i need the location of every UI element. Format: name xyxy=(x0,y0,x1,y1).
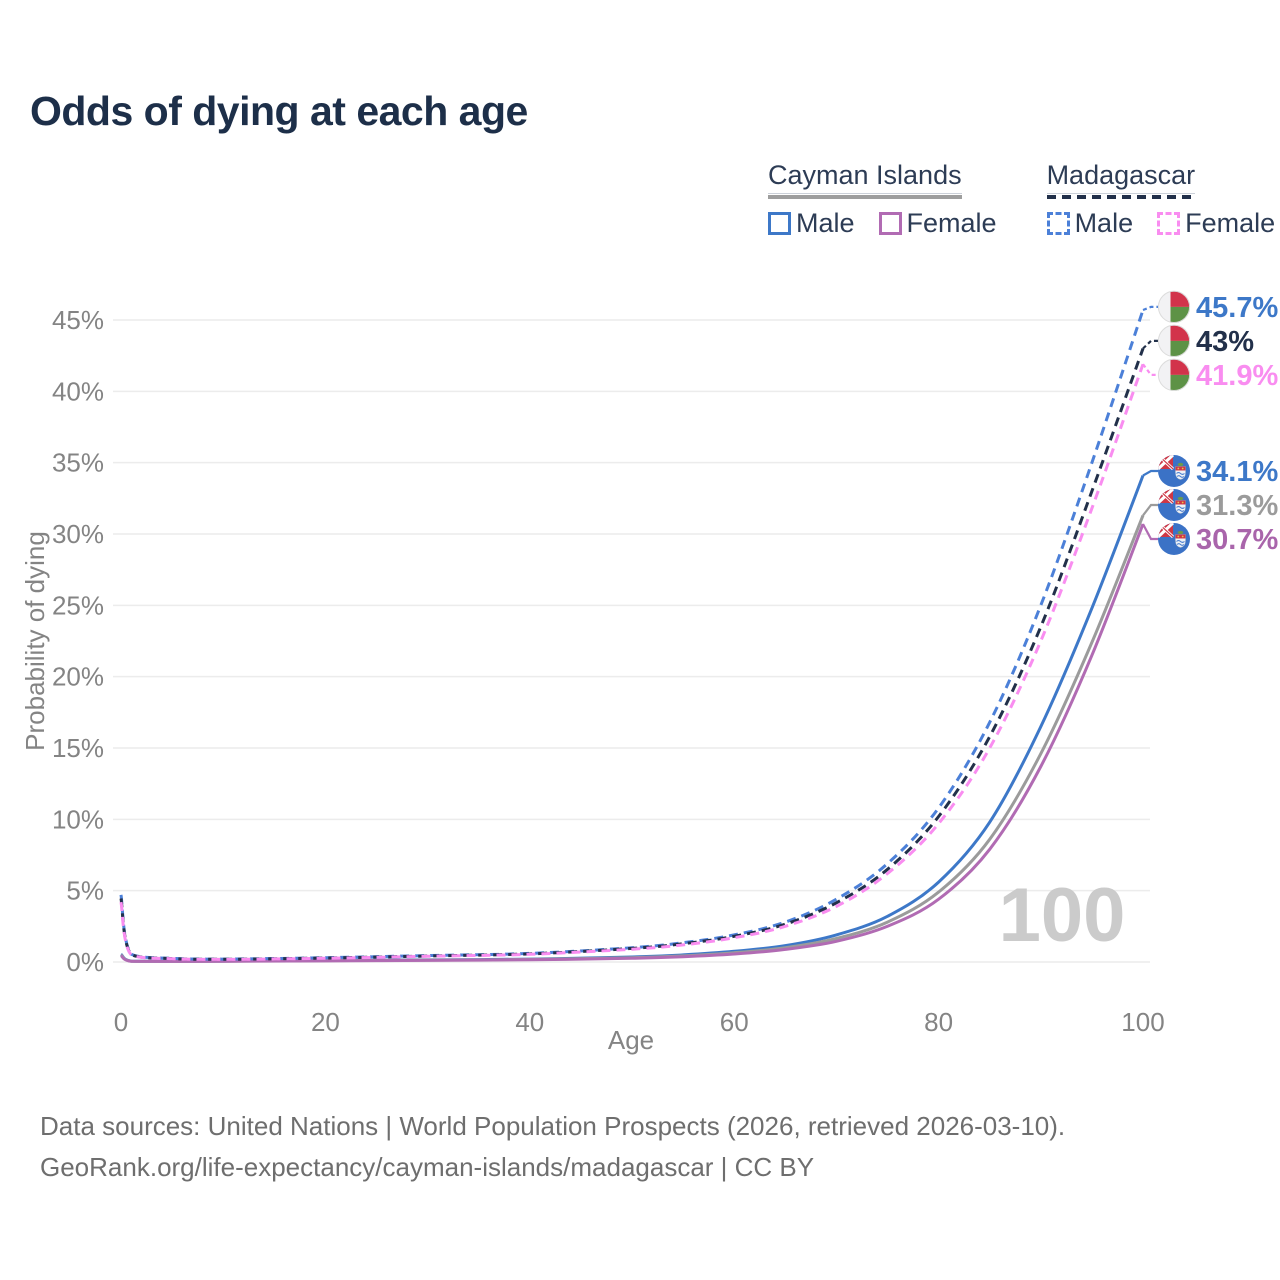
y-axis-title: Probability of dying xyxy=(20,531,50,751)
data-sources-line: Data sources: United Nations | World Pop… xyxy=(40,1111,1066,1141)
legend-group-madagascar: Madagascar Male Female xyxy=(1046,160,1275,239)
cayman-islands-flag-icon xyxy=(1158,488,1190,521)
legend-underline-dashed xyxy=(1046,195,1196,199)
series-end-value-label: 31.3% xyxy=(1196,490,1278,522)
series-end-value-label: 30.7% xyxy=(1196,524,1278,556)
solid-square-swatch-icon xyxy=(878,212,902,235)
label-connector xyxy=(1142,305,1158,312)
series-end-value-label: 41.9% xyxy=(1196,360,1278,392)
label-connector xyxy=(1142,503,1158,517)
label-connector xyxy=(1142,339,1158,350)
x-axis-tick-label: 40 xyxy=(515,1007,544,1037)
label-connector xyxy=(1142,363,1158,376)
x-axis-tick-label: 20 xyxy=(311,1007,340,1037)
madagascar-flag-icon xyxy=(1157,290,1191,324)
y-axis-tick-label: 15% xyxy=(52,733,104,763)
x-axis-title: Age xyxy=(608,1025,654,1055)
cayman-islands-flag-icon xyxy=(1158,522,1190,555)
cayman-islands-flag-icon xyxy=(1158,454,1190,487)
legend-item-label: Female xyxy=(906,208,997,238)
legend-item-madagascar-male[interactable]: Male xyxy=(1046,208,1134,239)
series-line-cayman-islands-male[interactable] xyxy=(119,474,1145,963)
series-line-madagascar-overall[interactable] xyxy=(119,347,1145,961)
y-axis-tick-label: 40% xyxy=(52,376,104,406)
series-end-value-label: 45.7% xyxy=(1196,292,1278,324)
series-end-value-label: 34.1% xyxy=(1196,456,1278,488)
series-line-cayman-islands-female[interactable] xyxy=(120,523,1145,963)
y-axis-tick-label: 30% xyxy=(52,519,104,549)
y-axis-tick-label: 35% xyxy=(52,448,104,478)
series-line-madagascar-female[interactable] xyxy=(119,363,1145,961)
label-connector xyxy=(1142,523,1158,541)
y-axis-tick-label: 45% xyxy=(52,305,104,335)
page-title: Odds of dying at each age xyxy=(30,88,528,134)
y-axis-tick-label: 25% xyxy=(52,590,104,620)
legend-item-madagascar-female[interactable]: Female xyxy=(1157,208,1275,239)
legend-item-label: Male xyxy=(796,208,855,238)
solid-square-swatch-icon xyxy=(768,212,791,235)
x-axis-tick-label: 0 xyxy=(114,1007,128,1037)
x-axis-tick-label: 100 xyxy=(1121,1007,1164,1037)
legend-group-cayman-islands: Cayman Islands Male Female xyxy=(768,160,997,239)
chart-legend: Cayman Islands Male Female Madagascar xyxy=(768,160,1275,239)
legend-item-cayman-female[interactable]: Female xyxy=(878,208,997,239)
dashed-square-swatch-icon xyxy=(1157,212,1181,235)
legend-underline-solid xyxy=(768,195,962,199)
legend-item-label: Male xyxy=(1074,208,1134,238)
y-axis-tick-label: 5% xyxy=(66,876,104,906)
series-end-value-label: 43% xyxy=(1196,326,1254,358)
y-axis-tick-label: 20% xyxy=(52,662,104,692)
attribution-line: GeoRank.org/life-expectancy/cayman-islan… xyxy=(40,1152,815,1182)
madagascar-flag-icon xyxy=(1157,324,1191,358)
dashed-square-swatch-icon xyxy=(1046,212,1070,235)
x-axis-tick-label: 60 xyxy=(720,1007,749,1037)
label-connector xyxy=(1142,469,1158,477)
series-line-madagascar-male[interactable] xyxy=(119,309,1145,961)
age-watermark: 100 xyxy=(999,873,1126,958)
y-axis-tick-label: 10% xyxy=(52,804,104,834)
legend-group-title-madagascar: Madagascar xyxy=(1046,160,1196,194)
y-axis-tick-label: 0% xyxy=(66,947,104,977)
data-sources-note: Data sources: United Nations | World Pop… xyxy=(40,1106,1065,1188)
legend-item-cayman-male[interactable]: Male xyxy=(768,208,855,239)
legend-item-label: Female xyxy=(1185,208,1276,238)
madagascar-flag-icon xyxy=(1157,358,1191,392)
legend-group-title-cayman-islands: Cayman Islands xyxy=(768,160,962,194)
x-axis-tick-label: 80 xyxy=(924,1007,953,1037)
